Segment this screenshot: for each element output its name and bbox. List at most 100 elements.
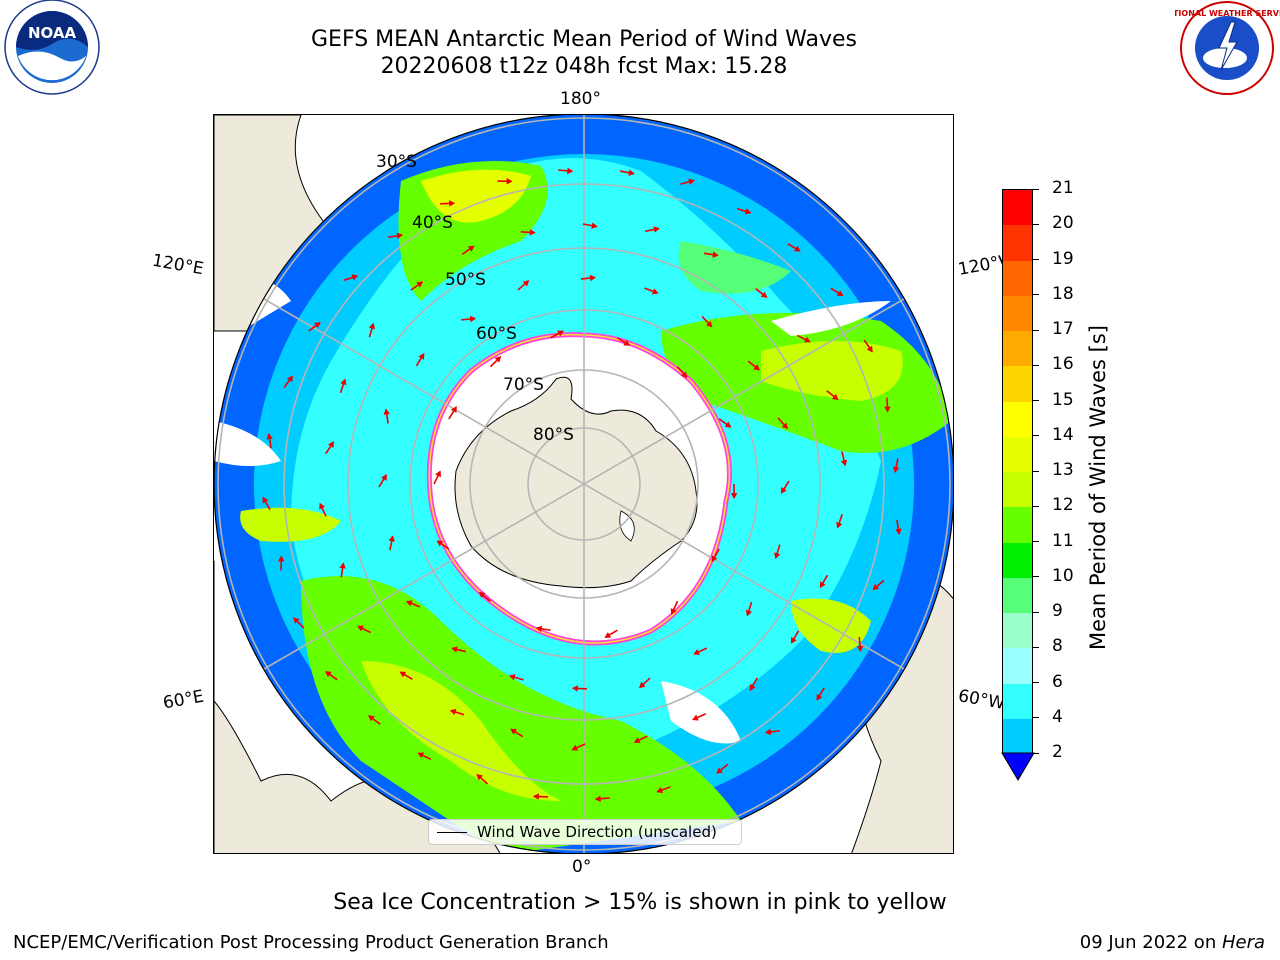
colorbar-tick-mark [1033,752,1039,754]
wave-direction-arrowhead [589,274,597,282]
colorbar-segment [1003,577,1032,614]
wave-direction-arrowhead [266,433,273,440]
colorbar-tick-mark [1033,611,1039,613]
colorbar-tick-mark [1033,294,1039,296]
wave-direction-arrowhead [692,714,699,721]
colorbar-tick-label: 20 [1052,213,1074,234]
nws-logo: NATIONAL WEATHER SERVICE [1175,1,1280,95]
colorbar-segment [1003,613,1032,649]
wave-direction-arrowhead [591,222,598,229]
wave-direction-arrowhead [794,245,801,252]
map-subtitle-run: 20220608 t12z 048h fcst Max: 15.28 [380,54,788,79]
colorbar-segment [1003,190,1032,226]
colorbar-tick-mark [1033,470,1039,472]
colorbar-tick-mark [1033,646,1039,648]
graticule [217,115,951,853]
wave-direction-arrowhead [604,632,612,638]
legend-label: Wind Wave Direction (unscaled) [477,823,717,841]
wave-direction-arrowhead [774,552,781,559]
wave-direction-arrowhead [535,625,543,633]
wave-direction-arrowhead [567,167,574,175]
colorbar-tick-mark [1033,505,1039,507]
wave-direction-arrowhead [628,169,635,176]
wave-direction-arrowhead [449,200,456,207]
colorbar-segment [1003,401,1032,438]
colorbar-segment [1003,718,1032,755]
wave-direction-arrowhead [819,581,826,589]
lat-label-80s: 80°S [533,425,574,445]
colorbar-tick-label: 21 [1052,178,1074,198]
colorbar-extend-arrow [1001,752,1035,781]
colorbar-tick-mark [1033,259,1039,260]
wave-direction-arrowhead [396,232,404,240]
sea-ice-note: Sea Ice Concentration > 15% is shown in … [333,890,947,915]
wave-direction-arrowhead [688,178,695,185]
nws-logo-text: NATIONAL WEATHER SERVICE [1175,9,1280,18]
wave-direction-arrowhead [571,685,578,692]
colorbar-segment [1003,366,1032,402]
polar-map [214,115,953,853]
wave-direction-arrowhead [836,521,843,529]
colorbar-tick-label: 18 [1052,283,1074,304]
wave-direction-arrowhead [745,609,752,617]
wave-direction-arrowhead [781,422,789,430]
wave-direction-arrowhead [399,671,407,678]
wave-direction-arrowhead [435,470,441,478]
colorbar-label: Mean Period of Wind Waves [s] [1086,325,1110,650]
wave-direction-arrowhead [712,251,719,258]
wave-direction-arrowhead [328,441,334,448]
wave-direction-arrowhead [277,555,285,562]
colorbar-segment [1003,331,1032,367]
wave-direction-arrowhead [594,795,601,802]
wave-direction-arrowhead [508,674,516,681]
colorbar-tick-label: 14 [1052,424,1074,445]
colorbar-tick-mark [1033,435,1039,437]
lat-label-70s: 70°S [503,375,544,395]
colorbar-segment [1003,507,1032,543]
wave-direction-arrowhead [476,774,483,781]
map-panel [213,114,954,854]
colorbar-tick-mark [1033,717,1039,719]
wave-direction-arrowhead [895,528,902,535]
wave-direction-arrowhead [716,767,723,774]
wave-direction-arrowhead [368,322,376,330]
colorbar-tick-mark [1033,400,1039,401]
colorbar-tick-label: 12 [1052,495,1074,516]
wave-direction-arrowhead [319,502,326,510]
wave-direction-arrowhead [749,684,756,691]
map-title: GEFS MEAN Antarctic Mean Period of Wind … [311,27,857,52]
colorbar-tick-mark [1033,364,1039,366]
wave-direction-arrowhead [884,406,891,413]
wave-direction-arrowhead [680,371,688,379]
wave-direction-arrowhead [780,487,787,494]
lat-label-60s: 60°S [476,324,517,344]
wave-direction-arrowhead [670,608,677,615]
colorbar-segment [1003,542,1032,579]
wave-direction-arrowhead [730,493,738,500]
legend-line-sample [437,832,467,833]
wave-direction-arrowhead [856,645,864,653]
wave-direction-arrowhead [633,737,641,744]
colorbar-tick-label: 11 [1052,530,1074,551]
noaa-logo: NOAA [4,0,100,95]
colorbar [1002,189,1033,755]
wave-direction-arrowhead [262,496,269,504]
wave-direction-arrowhead [418,353,425,360]
wave-direction-arrowhead [383,408,390,415]
colorbar-tick-label: 4 [1052,706,1063,727]
lat-label-50s: 50°S [445,270,486,290]
colorbar-tick-mark [1033,541,1039,542]
wave-direction-arrowhead [494,356,502,363]
wave-direction-arrowhead [653,226,660,233]
colorbar-tick-label: 10 [1052,565,1074,586]
wave-direction-arrowhead [790,636,797,644]
wave-direction-arrowhead [836,290,844,297]
wave-direction-arrowhead [449,708,457,716]
wave-direction-arrowhead [866,345,873,353]
colorbar-tick-mark [1033,223,1039,225]
colorbar-tick-mark [1033,329,1039,331]
footer-date-text: 09 Jun 2022 on [1079,932,1222,953]
wave-direction-arrowhead [840,459,848,467]
wave-direction-arrowhead [651,288,659,295]
colorbar-tick-label: 2 [1052,742,1063,762]
